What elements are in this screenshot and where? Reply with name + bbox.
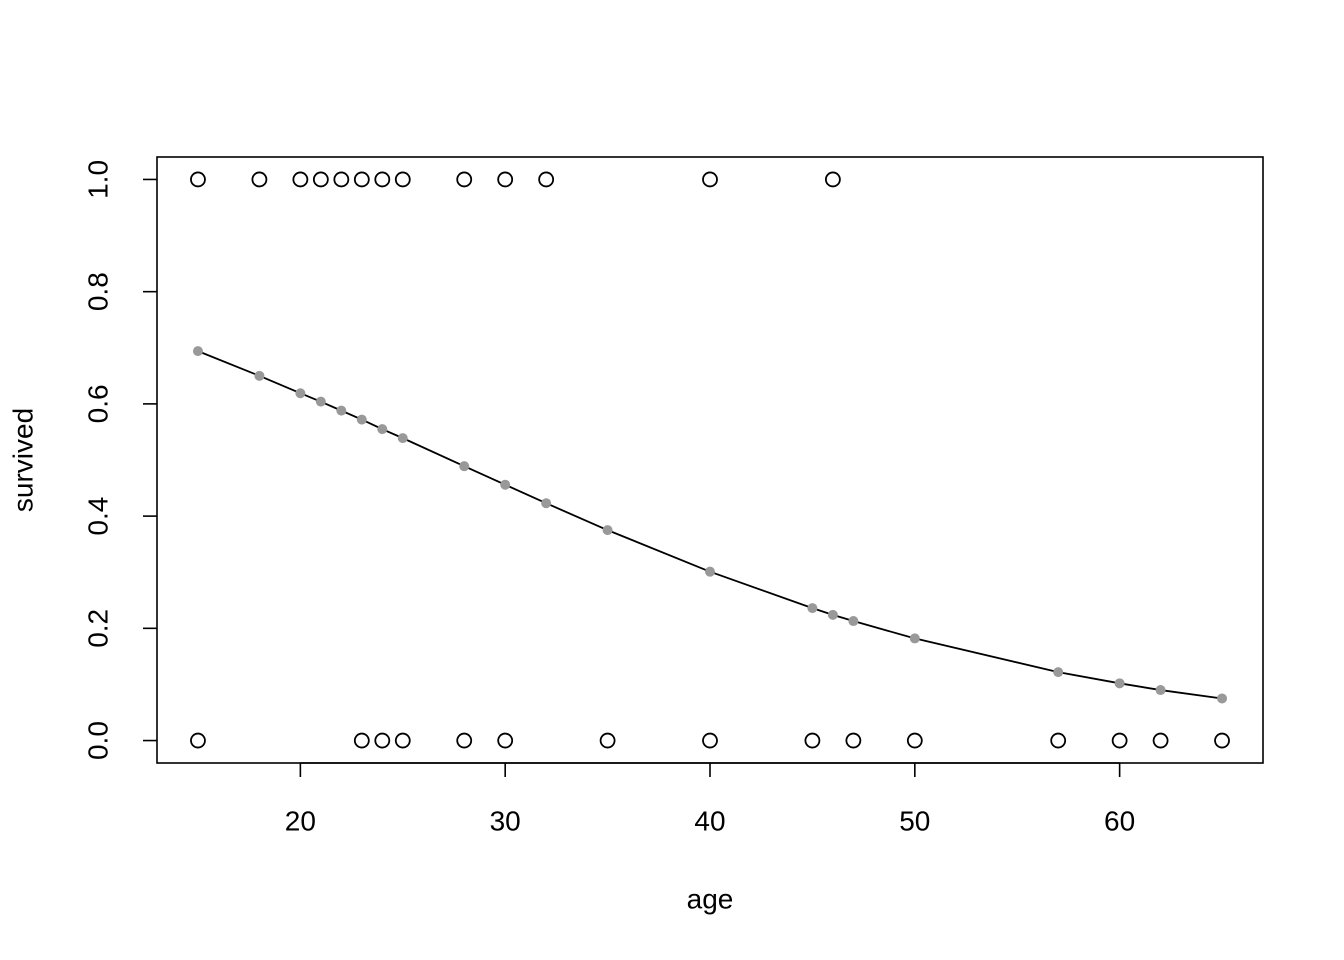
data-point (374, 732, 391, 749)
plot-frame (156, 156, 1264, 764)
x-tick-label: 40 (694, 805, 725, 836)
data-point (497, 171, 514, 188)
data-point (1111, 732, 1128, 749)
data-point (497, 732, 514, 749)
fitted-point (397, 433, 408, 444)
data-point (333, 171, 350, 188)
data-point (1214, 732, 1230, 749)
data-point (394, 171, 411, 188)
data-point (190, 732, 206, 749)
data-point (845, 732, 862, 749)
data-point (374, 171, 391, 188)
data-point (702, 171, 718, 188)
data-point (394, 732, 411, 749)
data-point (1152, 732, 1169, 749)
fitted-point (336, 405, 347, 416)
data-point (190, 171, 206, 188)
y-tick-label: 0.0 (82, 721, 113, 760)
data-point (251, 171, 268, 188)
data-point (906, 732, 923, 749)
y-tick-label: 0.6 (82, 384, 113, 423)
fitted-point (500, 479, 511, 490)
fitted-point (459, 461, 470, 472)
data-point (1050, 732, 1067, 749)
x-tick-label: 50 (899, 805, 930, 836)
fitted-point (315, 396, 326, 407)
fitted-point (1217, 693, 1228, 704)
fitted-point (1053, 667, 1064, 678)
fitted-point (827, 609, 838, 620)
y-axis-label: survived (7, 408, 38, 512)
x-tick-label: 30 (490, 805, 521, 836)
x-axis-label: age (687, 883, 734, 914)
fitted-point (909, 633, 920, 644)
data-point (804, 732, 821, 749)
fitted-point (295, 388, 306, 399)
fitted-point (848, 616, 859, 627)
x-tick-label: 20 (285, 805, 316, 836)
fitted-point (192, 346, 203, 357)
fitted-point (254, 370, 265, 381)
data-point (353, 732, 370, 749)
fitted-point (1114, 678, 1125, 689)
fitted-point (807, 603, 818, 614)
data-point (456, 732, 473, 749)
data-point (292, 171, 309, 188)
data-point (353, 171, 370, 188)
data-point (599, 732, 616, 749)
fitted-point (541, 498, 552, 509)
fitted-point (602, 525, 613, 536)
x-tick-label: 60 (1104, 805, 1135, 836)
y-tick-label: 0.8 (82, 272, 113, 311)
data-point (702, 732, 718, 749)
fitted-point (1155, 685, 1166, 696)
data-point (538, 171, 555, 188)
y-tick-label: 1.0 (82, 160, 113, 199)
data-point (456, 171, 473, 188)
data-point (824, 171, 841, 188)
y-tick-label: 0.2 (82, 609, 113, 648)
fit-line (197, 350, 1223, 700)
data-point (312, 171, 329, 188)
fitted-point (356, 414, 367, 425)
fitted-point (377, 424, 388, 435)
y-tick-label: 0.4 (82, 497, 113, 536)
fitted-point (705, 566, 715, 577)
